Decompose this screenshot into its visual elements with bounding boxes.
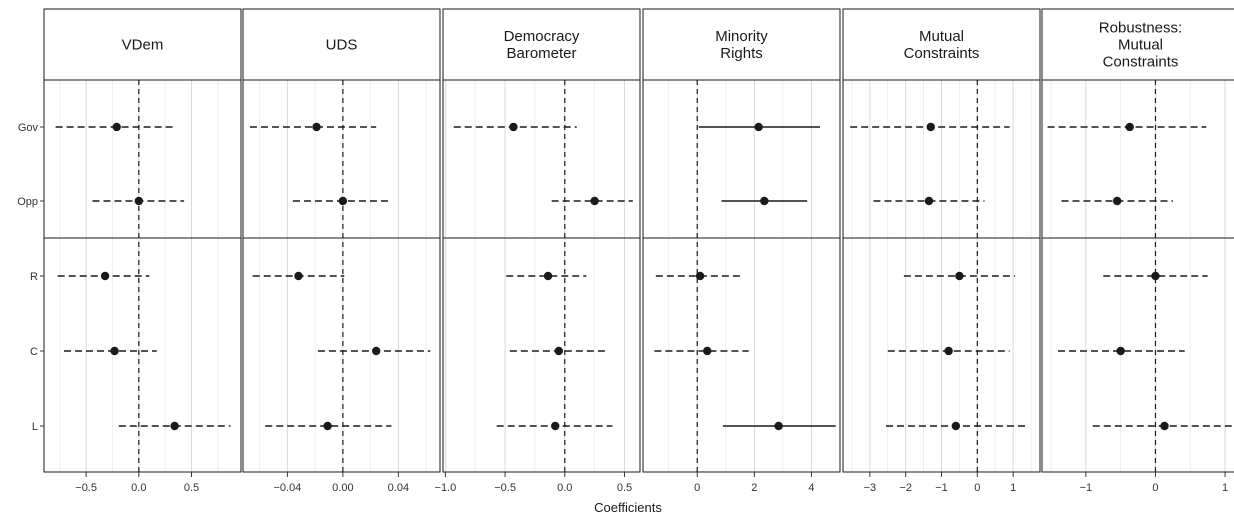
x-tick-label: −1 — [1080, 482, 1093, 494]
x-tick-label: −0.5 — [494, 482, 516, 494]
x-tick-label: 0.0 — [557, 482, 572, 494]
panel-title-line: Constraints — [1103, 54, 1179, 71]
estimate-point-r — [695, 271, 705, 281]
estimate-point-l — [170, 421, 179, 431]
estimate-point-l — [323, 421, 332, 431]
x-tick-label: −0.04 — [273, 482, 301, 494]
row-label-c: C — [30, 346, 38, 358]
row-label-r: R — [30, 271, 38, 283]
estimate-point-r — [294, 271, 303, 281]
estimate-point-gov — [926, 122, 935, 132]
estimate-point-gov — [312, 122, 321, 132]
row-labels: Gov Opp R C L — [17, 122, 44, 433]
estimate-point-gov — [754, 122, 763, 132]
panel-border — [1041, 79, 1234, 473]
estimate-point-gov — [112, 122, 121, 132]
x-tick-label: 0 — [1152, 482, 1158, 494]
x-tick-label: −0.5 — [75, 482, 97, 494]
x-tick-label: 4 — [808, 482, 814, 494]
panel-title-line: Mutual — [919, 28, 964, 45]
panel-1: VDem −0.5 0.0 0.5 — [43, 8, 242, 494]
estimate-point-opp — [1112, 196, 1122, 206]
panel-title-line: VDem — [122, 37, 164, 54]
panel-title-line: Democracy — [504, 28, 580, 45]
plot-area — [44, 80, 241, 472]
panel-border — [242, 79, 441, 473]
x-axis-title: Coefficients — [594, 500, 662, 515]
estimate-point-gov — [509, 122, 518, 132]
x-tick-label: 0.5 — [184, 482, 199, 494]
x-tick-label: 2 — [751, 482, 757, 494]
x-tick-label: 0 — [694, 482, 700, 494]
x-tick-label: 1 — [1222, 482, 1228, 494]
estimate-point-c — [1116, 346, 1125, 356]
x-tick-label: −1.0 — [435, 482, 457, 494]
x-tick-label: 0.5 — [617, 482, 632, 494]
panel-strip — [442, 8, 641, 81]
estimate-point-c — [371, 346, 381, 356]
estimate-point-opp — [760, 196, 769, 206]
panel-title-line: Rights — [720, 45, 763, 62]
x-tick-label: 0.0 — [131, 482, 146, 494]
estimate-point-opp — [590, 196, 599, 206]
estimate-point-r — [100, 271, 110, 281]
panel-strip — [242, 8, 441, 81]
x-tick-label: 0.00 — [332, 482, 353, 494]
panel-title-line: Barometer — [506, 45, 576, 62]
estimate-point-l — [774, 421, 783, 431]
estimate-point-r — [543, 271, 553, 281]
panel-strip — [642, 8, 841, 81]
x-tick-label: 1 — [1010, 482, 1016, 494]
x-tick-label: 0.04 — [388, 482, 409, 494]
x-tick-label: 0 — [974, 482, 980, 494]
row-label-l: L — [32, 421, 38, 433]
estimate-point-l — [951, 421, 961, 431]
estimate-point-c — [554, 346, 564, 356]
estimate-point-opp — [134, 196, 144, 206]
panel-title-line: Constraints — [904, 45, 980, 62]
row-label-gov: Gov — [18, 122, 39, 134]
panel-border — [642, 79, 841, 473]
panel-title-line: UDS — [326, 37, 358, 54]
row-label-opp: Opp — [17, 196, 38, 208]
panel-strip — [842, 8, 1041, 81]
estimate-point-c — [944, 346, 953, 356]
x-tick-label: −1 — [935, 482, 948, 494]
panel-title-line: Minority — [715, 28, 768, 45]
panel-strip — [43, 8, 242, 81]
panel-border — [442, 79, 641, 473]
panel-title-line: Robustness: — [1099, 20, 1182, 37]
estimate-point-opp — [924, 196, 934, 206]
panel-strip — [1041, 8, 1234, 81]
panel-title-line: Mutual — [1118, 37, 1163, 54]
estimate-point-r — [955, 271, 964, 281]
x-tick-label: −3 — [864, 482, 877, 494]
estimate-point-c — [110, 346, 119, 356]
estimate-point-l — [551, 421, 560, 431]
plot-area — [643, 80, 840, 472]
estimate-point-r — [1151, 271, 1160, 281]
estimate-point-l — [1160, 421, 1169, 431]
estimate-point-c — [703, 346, 712, 356]
x-tick-label: −2 — [899, 482, 912, 494]
estimate-point-gov — [1125, 122, 1134, 132]
panel-2: UDS −0.04 0.00 0.04 — [242, 8, 441, 494]
estimate-point-opp — [338, 196, 348, 206]
